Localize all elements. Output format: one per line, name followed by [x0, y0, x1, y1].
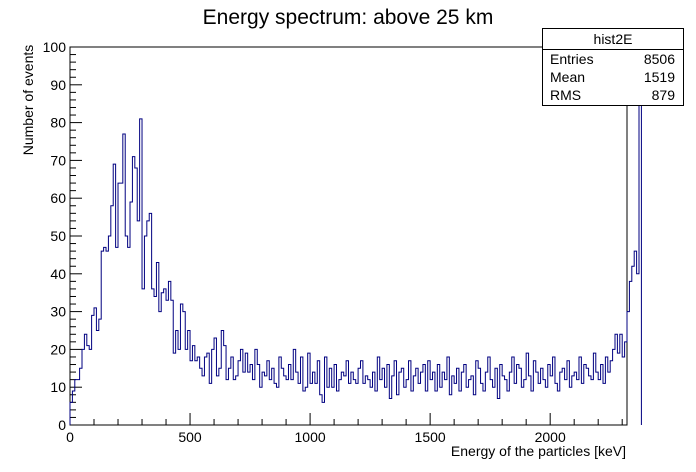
- stats-entries-label: Entries: [550, 51, 594, 67]
- stats-mean-value: 1519: [643, 69, 675, 85]
- y-axis-title: Number of events: [20, 44, 36, 156]
- x-tick-label: 1000: [295, 429, 326, 445]
- y-tick-label: 0: [58, 417, 66, 433]
- stats-rms-label: RMS: [550, 87, 582, 103]
- x-tick-label: 1500: [415, 429, 446, 445]
- y-tick-label: 20: [50, 341, 66, 357]
- stats-entries-value: 8506: [643, 51, 675, 67]
- stats-rms-value: 879: [651, 87, 675, 103]
- y-tick-label: 30: [50, 304, 66, 320]
- x-axis-title: Energy of the particles [keV]: [450, 443, 626, 459]
- y-tick-label: 100: [43, 39, 67, 55]
- y-tick-label: 10: [50, 379, 66, 395]
- y-tick-label: 50: [50, 228, 66, 244]
- stats-box: hist2E Entries 8506 Mean 1519 RMS 879: [542, 28, 684, 106]
- y-tick-label: 40: [50, 266, 66, 282]
- stats-row-mean: Mean 1519: [543, 68, 683, 86]
- x-tick-label: 500: [178, 429, 202, 445]
- histogram-series-line: [69, 99, 642, 425]
- chart-title: Energy spectrum: above 25 km: [202, 6, 494, 29]
- x-tick-label: 0: [66, 429, 74, 445]
- y-tick-label: 90: [50, 77, 66, 93]
- y-tick-label: 60: [50, 190, 66, 206]
- y-tick-label: 80: [50, 115, 66, 131]
- stats-histogram-name: hist2E: [543, 29, 683, 50]
- stats-mean-label: Mean: [550, 69, 586, 85]
- x-tick-label: 2000: [535, 429, 566, 445]
- stats-row-entries: Entries 8506: [543, 50, 683, 68]
- y-tick-label: 70: [50, 152, 66, 168]
- stats-row-rms: RMS 879: [543, 86, 683, 104]
